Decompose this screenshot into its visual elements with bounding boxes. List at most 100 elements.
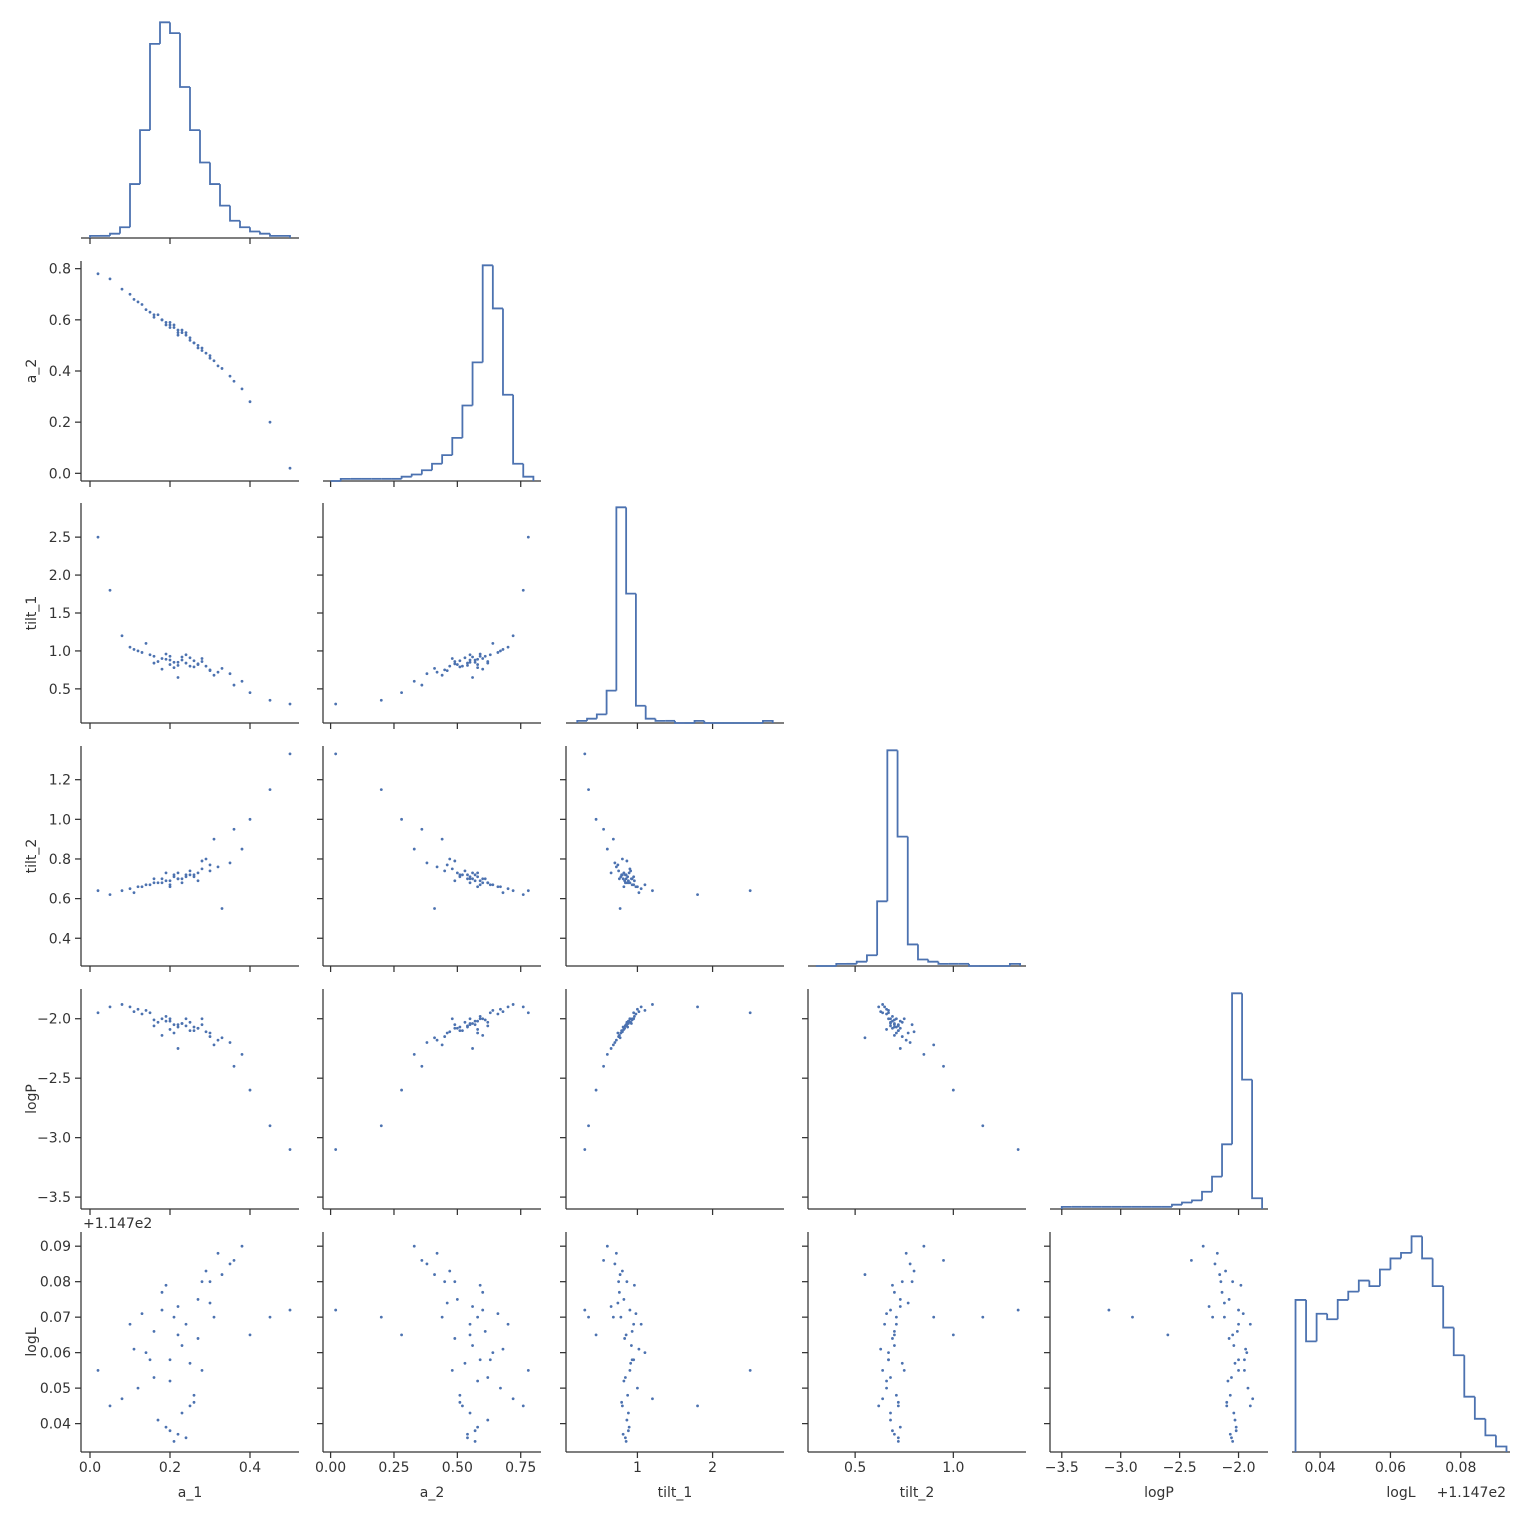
- scatter-point: [208, 1280, 212, 1284]
- scatter-point: [889, 1376, 892, 1379]
- histogram-step: [1473, 1396, 1486, 1420]
- scatter-point: [453, 1280, 457, 1284]
- scatter-point: [120, 1397, 124, 1401]
- scatter-point: [412, 847, 416, 851]
- scatter-point: [696, 1404, 699, 1408]
- scatter-point: [478, 654, 482, 658]
- scatter-point: [164, 1283, 168, 1287]
- scatter-point: [496, 1312, 500, 1316]
- y-tick-label: 0.2: [49, 415, 71, 431]
- scatter-point: [458, 1025, 462, 1029]
- scatter-point: [506, 645, 510, 649]
- scatter-point: [172, 1315, 176, 1319]
- scatter-point: [192, 1025, 196, 1029]
- scatter-point: [626, 875, 630, 879]
- scatter-point: [192, 873, 196, 877]
- scatter-point: [152, 654, 156, 658]
- scatter-point: [476, 666, 480, 670]
- scatter-point: [481, 1017, 485, 1021]
- histogram-step: [1484, 1418, 1496, 1437]
- scatter-point: [196, 871, 200, 875]
- histogram-step: [109, 232, 120, 236]
- scatter-point: [622, 1298, 626, 1301]
- histogram-step: [512, 394, 524, 465]
- scatter-point: [455, 1026, 459, 1030]
- x-tick-label: 0.00: [315, 1460, 346, 1476]
- scatter-point: [450, 657, 454, 660]
- scatter-point: [168, 320, 172, 324]
- scatter-point: [1220, 1290, 1224, 1294]
- scatter-point: [176, 333, 180, 337]
- scatter-point: [583, 1308, 587, 1312]
- scatter-point: [172, 323, 176, 327]
- scatter-point: [176, 660, 180, 664]
- histogram-step: [229, 205, 240, 222]
- scatter-point: [148, 1011, 152, 1015]
- scatter-point: [602, 1258, 605, 1262]
- histogram-step: [693, 719, 705, 723]
- scatter-point: [885, 1379, 888, 1383]
- scatter-point: [632, 1011, 636, 1015]
- histogram-step: [1211, 1175, 1223, 1192]
- scatter-point: [433, 907, 436, 910]
- scatter-point: [626, 879, 630, 883]
- y-tick-label: 0.8: [49, 262, 71, 278]
- scatter-point: [192, 1400, 196, 1404]
- histogram-step: [586, 717, 597, 721]
- scatter-point: [188, 1020, 192, 1024]
- scatter-point: [468, 658, 472, 662]
- y-tick-label: 2.5: [49, 530, 71, 546]
- scatter-point: [651, 1397, 654, 1401]
- scatter-point: [96, 535, 100, 539]
- scatter-point: [425, 861, 429, 865]
- scatter-point: [893, 1344, 896, 1347]
- scatter-point: [1237, 1308, 1240, 1312]
- scatter-point: [268, 420, 272, 424]
- scatter-point: [626, 1411, 630, 1415]
- scatter-point: [228, 672, 232, 676]
- scatter-point: [435, 670, 439, 674]
- scatter-point: [614, 865, 618, 869]
- x-axis-label: a_1: [178, 1485, 203, 1501]
- scatter-point: [232, 1064, 236, 1068]
- scatter-point: [471, 877, 474, 881]
- scatter-point: [184, 1017, 188, 1021]
- histogram-step: [420, 469, 432, 475]
- scatter-point: [176, 1023, 180, 1027]
- scatter-point: [176, 1432, 180, 1436]
- scatter-point: [891, 1283, 894, 1287]
- scatter-point: [1232, 1344, 1236, 1347]
- scatter-point: [471, 1022, 474, 1025]
- scatter-point: [627, 871, 631, 875]
- scatter-point: [128, 1005, 132, 1009]
- scatter-point: [863, 1273, 867, 1276]
- histogram-step: [1357, 1279, 1370, 1292]
- scatter-point: [1207, 1305, 1211, 1308]
- scatter-point: [486, 1020, 490, 1024]
- scatter-point: [879, 1347, 883, 1351]
- scatter-point: [180, 1344, 184, 1347]
- scatter-point: [450, 1017, 454, 1021]
- scatter-point: [1234, 1429, 1238, 1433]
- histogram-step: [522, 463, 535, 481]
- scatter-point: [172, 1031, 176, 1035]
- scatter-point: [632, 1322, 636, 1326]
- x-tick-label: 0.08: [1445, 1460, 1476, 1476]
- scatter-point: [204, 351, 208, 355]
- scatter-point: [626, 1393, 630, 1397]
- scatter-point: [891, 1337, 894, 1340]
- scatter-point: [208, 869, 212, 873]
- scatter-point: [951, 1088, 955, 1092]
- scatter-point: [634, 1312, 638, 1316]
- scatter-point: [453, 1023, 457, 1027]
- scatter-point: [188, 869, 192, 873]
- scatter-point: [696, 1005, 699, 1009]
- scatter-point: [616, 863, 620, 867]
- scatter-point: [443, 1035, 447, 1038]
- scatter-point: [634, 1012, 638, 1016]
- scatter-point: [168, 1429, 172, 1433]
- scatter-point: [180, 658, 184, 662]
- scatter-point: [232, 683, 236, 687]
- scatter-point: [466, 1025, 469, 1029]
- scatter-point: [922, 1244, 926, 1248]
